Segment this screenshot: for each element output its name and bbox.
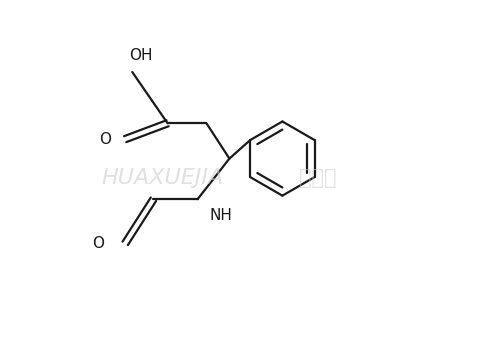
- Text: O: O: [99, 132, 111, 147]
- Text: OH: OH: [129, 48, 152, 63]
- Text: NH: NH: [210, 208, 233, 223]
- Text: HUAXUEJIA: HUAXUEJIA: [101, 168, 223, 188]
- Text: 化学加: 化学加: [299, 168, 336, 188]
- Text: O: O: [92, 236, 104, 251]
